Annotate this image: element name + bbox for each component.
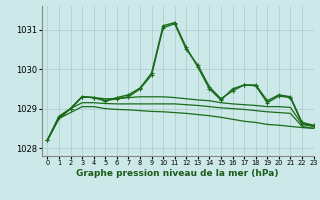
X-axis label: Graphe pression niveau de la mer (hPa): Graphe pression niveau de la mer (hPa) <box>76 169 279 178</box>
